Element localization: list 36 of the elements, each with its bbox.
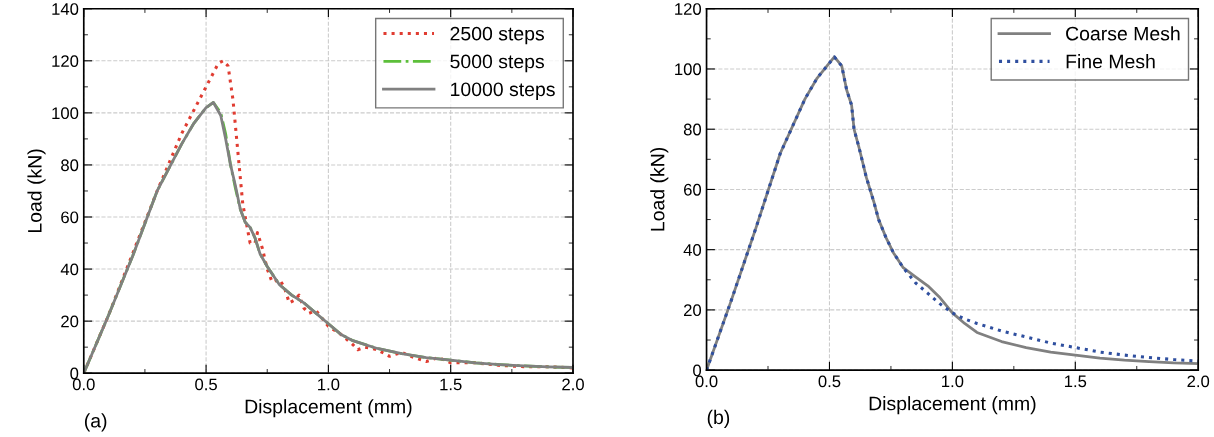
y-tick-label: 80 — [683, 123, 702, 136]
x-tick-label: 2.0 — [562, 378, 584, 391]
x-tick-label: 1.0 — [942, 375, 964, 388]
legend-label: 5000 steps — [450, 54, 544, 73]
y-tick-label: 140 — [52, 3, 79, 15]
y-tick-label: 120 — [52, 55, 79, 68]
y-tick-label: 120 — [675, 3, 702, 15]
y-axis-title: Load (kN) — [27, 149, 46, 233]
text: (a) — [84, 413, 107, 432]
x-tick-label: 2.0 — [1187, 375, 1210, 388]
x-axis-title: Displacement (mm) — [245, 399, 412, 418]
y-tick-label: 60 — [684, 183, 702, 196]
y-tick-label: 20 — [61, 315, 79, 328]
y-tick-label: 40 — [683, 244, 702, 256]
x-tick-label: 0.5 — [818, 375, 841, 388]
y-tick-label: 60 — [61, 211, 79, 224]
y-tick-label: 0 — [70, 367, 79, 380]
legend-label: Fine Mesh — [1066, 54, 1155, 69]
y-tick-label: 0 — [693, 364, 702, 377]
y-tick-label: 80 — [61, 159, 79, 172]
x-tick-label: 0.0 — [72, 378, 95, 391]
legend-label: Coarse Mesh — [1066, 26, 1180, 41]
x-tick-label: 1.5 — [440, 378, 462, 391]
y-tick-label: 100 — [675, 63, 702, 76]
text: (b) — [707, 409, 730, 428]
x-axis-title: Displacement (mm) — [869, 396, 1036, 415]
x-tick-label: 0.0 — [695, 375, 718, 388]
x-tick-label: 1.0 — [318, 378, 340, 391]
y-tick-label: 40 — [60, 263, 79, 276]
x-tick-label: 1.5 — [1064, 375, 1087, 388]
y-tick-label: 20 — [683, 304, 702, 317]
legend-label: 10000 steps — [451, 82, 555, 101]
y-axis-title: Load (kN) — [650, 147, 669, 231]
legend-label: 2500 steps — [450, 26, 544, 45]
y-tick-label: 100 — [52, 107, 79, 120]
x-tick-label: 0.5 — [195, 378, 217, 391]
